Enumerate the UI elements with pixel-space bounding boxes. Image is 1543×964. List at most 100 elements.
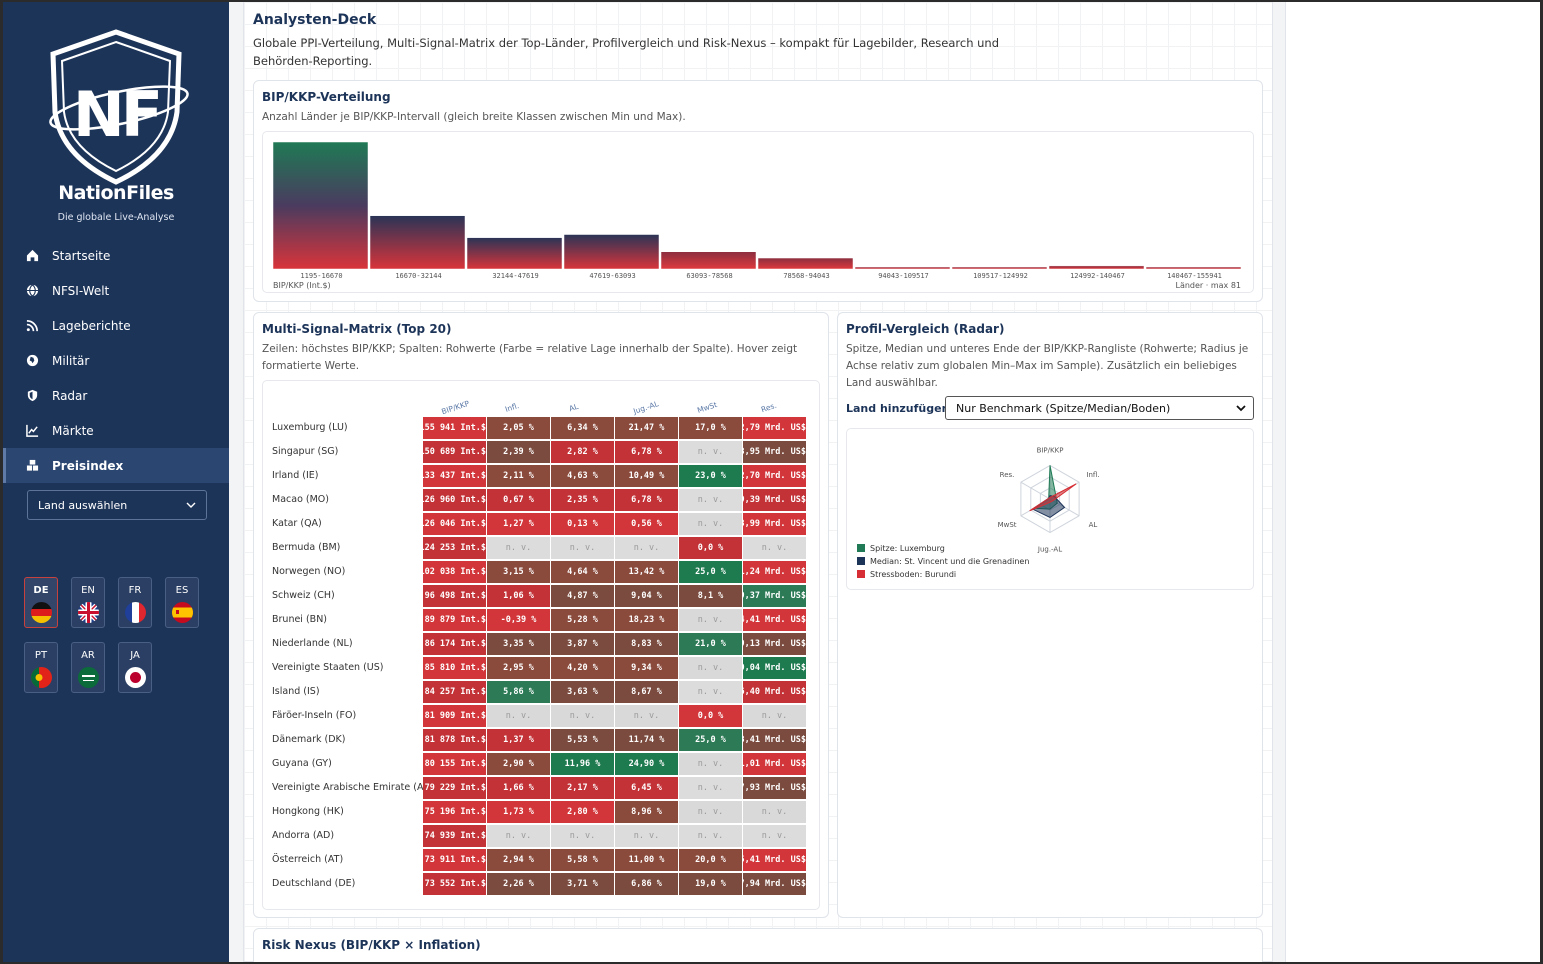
nav-item-militär[interactable]: Militär: [3, 343, 229, 378]
matrix-cell[interactable]: 155 941 Int.$: [423, 417, 486, 439]
language-button-fr[interactable]: FR: [118, 577, 152, 628]
matrix-cell[interactable]: 0,56 %: [615, 513, 678, 535]
matrix-cell[interactable]: n. v.: [679, 801, 742, 823]
matrix-cell[interactable]: 89 879 Int.$: [423, 609, 486, 631]
matrix-cell[interactable]: 1,01 Mrd. US$: [743, 753, 806, 775]
matrix-cell[interactable]: n. v.: [743, 825, 806, 847]
nav-item-radar[interactable]: Radar: [3, 378, 229, 413]
matrix-cell[interactable]: 1,66 %: [487, 777, 550, 799]
matrix-cell[interactable]: 4,87 %: [551, 585, 614, 607]
matrix-cell[interactable]: 0,0 %: [679, 537, 742, 559]
matrix-cell[interactable]: 11,96 %: [551, 753, 614, 775]
matrix-cell[interactable]: 12,70 Mrd. US$: [743, 465, 806, 487]
profile-country-select[interactable]: Nur Benchmark (Spitze/Median/Boden): [945, 396, 1254, 420]
matrix-cell[interactable]: 5,86 %: [487, 681, 550, 703]
matrix-cell[interactable]: n. v.: [487, 705, 550, 727]
matrix-cell[interactable]: n. v.: [487, 537, 550, 559]
matrix-cell[interactable]: 4,63 %: [551, 465, 614, 487]
matrix-cell[interactable]: 4,64 %: [551, 561, 614, 583]
matrix-cell[interactable]: n. v.: [551, 537, 614, 559]
matrix-cell[interactable]: n. v.: [551, 825, 614, 847]
matrix-cell[interactable]: 81,24 Mrd. US$: [743, 561, 806, 583]
matrix-cell[interactable]: 237,93 Mrd. US$: [743, 777, 806, 799]
matrix-cell[interactable]: 2,05 %: [487, 417, 550, 439]
matrix-cell[interactable]: 6,78 %: [615, 489, 678, 511]
matrix-cell[interactable]: 81 909 Int.$: [423, 705, 486, 727]
matrix-cell[interactable]: n. v.: [743, 705, 806, 727]
matrix-cell[interactable]: 126 046 Int.$: [423, 513, 486, 535]
matrix-cell[interactable]: 73 911 Int.$: [423, 849, 486, 871]
matrix-cell[interactable]: 2,90 %: [487, 753, 550, 775]
matrix-cell[interactable]: 74 939 Int.$: [423, 825, 486, 847]
histogram-bar[interactable]: [757, 257, 854, 270]
matrix-cell[interactable]: 10,49 %: [615, 465, 678, 487]
histogram-bar[interactable]: [272, 141, 369, 270]
matrix-cell[interactable]: 21,0 %: [679, 633, 742, 655]
matrix-cell[interactable]: 3,15 %: [487, 561, 550, 583]
matrix-cell[interactable]: 108,41 Mrd. US$: [743, 729, 806, 751]
matrix-cell[interactable]: 11,74 %: [615, 729, 678, 751]
matrix-cell[interactable]: 25,0 %: [679, 561, 742, 583]
nav-item-preisindex[interactable]: Preisindex: [3, 448, 229, 483]
nationfiles-logo[interactable]: NF: [43, 28, 189, 186]
matrix-cell[interactable]: 21,47 %: [615, 417, 678, 439]
histogram-bar[interactable]: [369, 215, 466, 270]
matrix-cell[interactable]: 3,63 %: [551, 681, 614, 703]
matrix-cell[interactable]: 909,37 Mrd. US$: [743, 585, 806, 607]
matrix-cell[interactable]: 8,67 %: [615, 681, 678, 703]
language-button-de[interactable]: DE: [24, 577, 58, 628]
matrix-cell[interactable]: 9,04 %: [615, 585, 678, 607]
histogram-bar[interactable]: [951, 266, 1048, 270]
matrix-cell[interactable]: 81 878 Int.$: [423, 729, 486, 751]
matrix-cell[interactable]: 85 810 Int.$: [423, 657, 486, 679]
matrix-cell[interactable]: 53,99 Mrd. US$: [743, 513, 806, 535]
matrix-cell[interactable]: 6,78 %: [615, 441, 678, 463]
nav-item-märkte[interactable]: Märkte: [3, 413, 229, 448]
language-button-ar[interactable]: AR: [71, 642, 105, 693]
matrix-cell[interactable]: 8,96 %: [615, 801, 678, 823]
matrix-cell[interactable]: 4,41 Mrd. US$: [743, 609, 806, 631]
matrix-cell[interactable]: n. v.: [743, 537, 806, 559]
matrix-cell[interactable]: 79 229 Int.$: [423, 777, 486, 799]
matrix-cell[interactable]: 18,23 %: [615, 609, 678, 631]
matrix-cell[interactable]: n. v.: [487, 825, 550, 847]
matrix-cell[interactable]: 2,79 Mrd. US$: [743, 417, 806, 439]
matrix-cell[interactable]: 73 552 Int.$: [423, 873, 486, 895]
matrix-cell[interactable]: 79,13 Mrd. US$: [743, 633, 806, 655]
matrix-cell[interactable]: 23,0 %: [679, 465, 742, 487]
matrix-cell[interactable]: 8,83 %: [615, 633, 678, 655]
matrix-cell[interactable]: 29,39 Mrd. US$: [743, 489, 806, 511]
matrix-cell[interactable]: 102 038 Int.$: [423, 561, 486, 583]
matrix-cell[interactable]: 5,28 %: [551, 609, 614, 631]
histogram-bar[interactable]: [1048, 265, 1145, 270]
matrix-cell[interactable]: -0,39 %: [487, 609, 550, 631]
matrix-cell[interactable]: 2,80 %: [551, 801, 614, 823]
matrix-cell[interactable]: 24,90 %: [615, 753, 678, 775]
histogram-bar[interactable]: [854, 266, 951, 270]
matrix-cell[interactable]: n. v.: [615, 705, 678, 727]
matrix-cell[interactable]: n. v.: [679, 777, 742, 799]
language-button-en[interactable]: EN: [71, 577, 105, 628]
matrix-cell[interactable]: 1,06 %: [487, 585, 550, 607]
matrix-cell[interactable]: n. v.: [615, 825, 678, 847]
matrix-cell[interactable]: n. v.: [743, 801, 806, 823]
matrix-cell[interactable]: 96 498 Int.$: [423, 585, 486, 607]
matrix-cell[interactable]: 75 196 Int.$: [423, 801, 486, 823]
matrix-cell[interactable]: 86 174 Int.$: [423, 633, 486, 655]
matrix-cell[interactable]: 1,37 %: [487, 729, 550, 751]
matrix-cell[interactable]: 3,35 %: [487, 633, 550, 655]
histogram-bar[interactable]: [660, 251, 757, 270]
matrix-cell[interactable]: 2,82 %: [551, 441, 614, 463]
matrix-cell[interactable]: 1,27 %: [487, 513, 550, 535]
matrix-cell[interactable]: 150 689 Int.$: [423, 441, 486, 463]
matrix-cell[interactable]: 20,0 %: [679, 849, 742, 871]
matrix-cell[interactable]: 35,41 Mrd. US$: [743, 849, 806, 871]
matrix-cell[interactable]: n. v.: [679, 681, 742, 703]
histogram-bar[interactable]: [1145, 266, 1242, 270]
matrix-cell[interactable]: n. v.: [679, 441, 742, 463]
matrix-cell[interactable]: 3,71 %: [551, 873, 614, 895]
matrix-cell[interactable]: 6,86 %: [615, 873, 678, 895]
matrix-cell[interactable]: 17,0 %: [679, 417, 742, 439]
matrix-cell[interactable]: 0,0 %: [679, 705, 742, 727]
matrix-cell[interactable]: 2,39 %: [487, 441, 550, 463]
